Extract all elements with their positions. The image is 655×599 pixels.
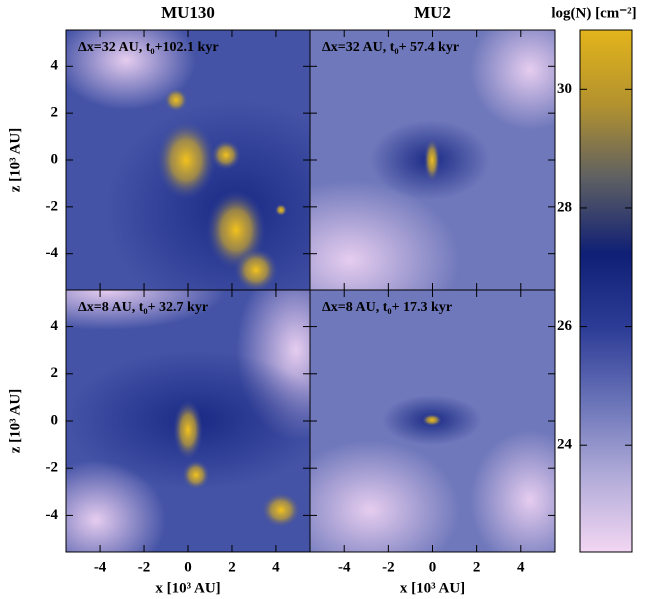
x-axis-label: x [10³ AU]: [155, 580, 220, 596]
y-tick-label: -4: [46, 245, 59, 261]
panel-image: [66, 290, 310, 552]
panel-title: MU2: [414, 3, 451, 22]
y-tick-label: 0: [51, 412, 59, 428]
image-feature: [422, 414, 442, 426]
image-feature: [182, 460, 210, 490]
x-tick-label: -2: [138, 559, 151, 575]
panel-image: [310, 30, 555, 290]
image-feature: [66, 30, 196, 110]
y-tick-label: -2: [46, 460, 59, 476]
x-tick-label: 2: [473, 559, 481, 575]
x-tick-label: -4: [338, 559, 351, 575]
y-tick-label: 4: [51, 58, 59, 74]
colorbar-label: log(N) [cm⁻²]: [551, 5, 636, 21]
y-tick-label: -2: [46, 198, 59, 214]
panel-title: MU130: [161, 3, 215, 22]
colorbar: [579, 29, 633, 553]
y-axis-label: z [10³ AU]: [7, 389, 23, 453]
y-tick-label: 2: [51, 365, 59, 381]
image-feature: [470, 30, 555, 130]
x-tick-label: 0: [429, 559, 437, 575]
x-tick-label: 2: [228, 559, 236, 575]
panel-image: [310, 290, 555, 552]
panel-annotation: Δx=8 AU, t₀+ 17.3 kyr: [322, 300, 452, 315]
y-axis-label: z [10³ AU]: [7, 128, 23, 192]
colorbar-tick-label: 30: [557, 81, 572, 97]
image-feature: [164, 88, 188, 112]
x-tick-label: -2: [382, 559, 395, 575]
panel-image: [66, 30, 310, 290]
image-feature: [275, 204, 287, 216]
colorbar-tick-label: 26: [557, 318, 573, 334]
panel-annotation: Δx=32 AU, t₀+102.1 kyr: [78, 40, 219, 55]
panel-annotation: Δx=8 AU, t₀+ 32.7 kyr: [78, 300, 208, 315]
y-tick-label: 2: [51, 105, 59, 121]
image-feature: [234, 248, 278, 290]
image-feature: [261, 492, 301, 528]
image-feature: [424, 138, 440, 182]
image-feature: [470, 430, 555, 552]
x-tick-label: 4: [272, 559, 280, 575]
image-feature: [211, 140, 241, 170]
panel-annotation: Δx=32 AU, t₀+ 57.4 kyr: [322, 40, 459, 55]
image-feature: [310, 440, 460, 552]
y-tick-label: 4: [51, 318, 59, 334]
colorbar-tick-label: 24: [557, 437, 573, 453]
x-axis-label: x [10³ AU]: [400, 580, 465, 596]
image-feature: [156, 120, 216, 200]
x-tick-label: -4: [94, 559, 107, 575]
y-tick-label: 0: [51, 151, 59, 167]
x-tick-label: 0: [184, 559, 192, 575]
image-feature: [173, 400, 203, 460]
image-feature: [310, 180, 460, 290]
x-tick-label: 4: [517, 559, 525, 575]
colorbar-tick-label: 28: [557, 199, 572, 215]
y-tick-label: -4: [46, 507, 59, 523]
image-feature: [66, 290, 226, 330]
